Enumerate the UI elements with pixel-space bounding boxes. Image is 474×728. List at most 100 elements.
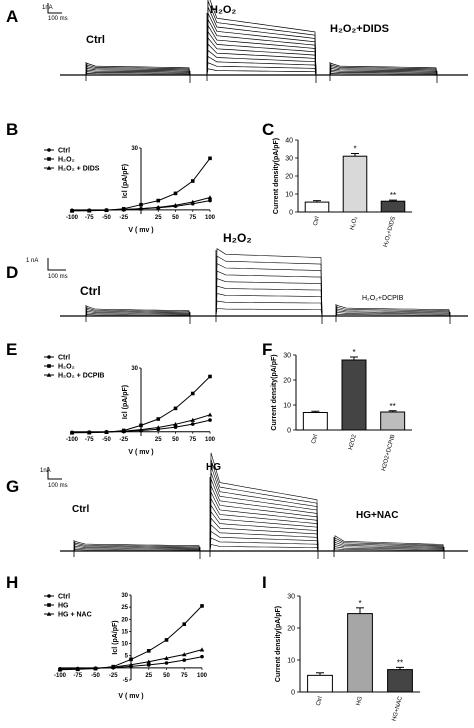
current-sweep — [209, 452, 319, 552]
y-tick-label: 30 — [287, 594, 295, 601]
data-point — [190, 391, 195, 396]
y-axis-label: Current density(pA/pF) — [273, 138, 280, 214]
data-point — [207, 412, 213, 417]
iv-curve-chart-h: -100 -75 -50 -25 25 50 75 100 -5 5 10 15 20 25 30 V ( m… — [44, 593, 208, 700]
scale-time-label: 100 ms — [48, 16, 68, 22]
legend-label: H₂O₂ — [58, 364, 75, 371]
current-sweep — [329, 66, 438, 76]
y-tick-label: 20 — [283, 378, 291, 385]
bar-chart-f: 0 10 20 30 Current density(pA/pF) Ctrl * H2O2 **… — [271, 348, 412, 472]
data-point — [104, 429, 109, 434]
y-axis-label: Current density(pA/pF) — [275, 606, 282, 682]
current-sweep — [206, 0, 317, 76]
current-sweep — [73, 541, 201, 552]
current-sweep — [209, 472, 319, 552]
bar — [307, 674, 333, 693]
y-tick-label: -5 — [123, 678, 129, 684]
current-sweep — [215, 278, 323, 317]
legend-marker — [47, 148, 51, 152]
current-sweep — [335, 312, 451, 317]
current-sweep — [215, 300, 323, 317]
category-label: HG+NAC — [392, 695, 404, 722]
bar — [302, 412, 328, 431]
bar — [347, 613, 373, 693]
y-tick-label: 0 — [289, 210, 293, 217]
current-sweep — [215, 248, 323, 317]
data-point — [139, 202, 143, 207]
data-point — [93, 666, 98, 671]
legend-label: Ctrl — [58, 148, 70, 155]
current-sweep — [73, 549, 201, 552]
current-sweep — [209, 517, 319, 552]
bar — [304, 201, 330, 213]
x-tick-label: 25 — [155, 215, 162, 221]
legend-label: Ctrl — [58, 355, 70, 362]
category-label: Ctrl — [311, 434, 319, 445]
current-sweep — [209, 485, 319, 552]
legend-marker — [47, 594, 51, 598]
trace-label-ctrl: Ctrl — [80, 284, 101, 298]
data-point — [181, 652, 187, 657]
current-sweep — [206, 24, 317, 76]
x-tick-label: -75 — [85, 437, 94, 443]
current-sweep — [209, 504, 319, 552]
current-sweep — [73, 547, 201, 552]
current-sweep — [329, 71, 438, 76]
current-sweep — [333, 535, 445, 552]
data-point — [173, 191, 178, 196]
current-sweep — [206, 36, 317, 76]
y-tick-label: 15 — [121, 629, 128, 635]
current-sweep — [85, 307, 191, 317]
x-tick-label: -25 — [109, 673, 118, 679]
data-point — [69, 208, 75, 213]
iv-curve-chart-e: -100 -75 -50 -25 25 50 75 100 30 V ( mv ) Icl (pA/… — [44, 355, 216, 456]
category-label: H2O2+DCPIB — [381, 434, 397, 472]
legend-marker — [46, 372, 52, 377]
y-tick-label: 30 — [131, 366, 138, 372]
current-sweep — [333, 541, 445, 552]
current-sweep — [329, 72, 438, 76]
data-point — [199, 647, 205, 652]
bar — [380, 411, 406, 431]
current-sweep — [333, 548, 445, 552]
significance-marker: ** — [397, 658, 403, 667]
current-trace-d — [60, 248, 468, 324]
current-sweep — [209, 478, 319, 552]
current-sweep — [215, 255, 323, 317]
data-point — [156, 198, 161, 203]
x-tick-label: -100 — [66, 437, 79, 443]
significance-marker: ** — [390, 402, 396, 411]
data-point — [128, 662, 134, 667]
data-point — [173, 422, 178, 427]
current-sweep — [85, 66, 191, 76]
current-sweep — [329, 62, 438, 76]
trace-label-ctrl: Ctrl — [86, 34, 105, 46]
x-tick-label: -25 — [119, 437, 128, 443]
current-sweep — [206, 62, 317, 76]
x-tick-label: -50 — [102, 437, 111, 443]
data-point — [182, 658, 187, 662]
significance-marker: * — [358, 599, 361, 608]
x-tick-label: 75 — [189, 215, 196, 221]
y-tick-label: 20 — [121, 617, 128, 623]
scale-current-label: 1nA — [40, 468, 51, 474]
current-sweep — [215, 270, 323, 317]
current-sweep — [209, 530, 319, 552]
data-point — [208, 374, 212, 379]
current-sweep — [85, 312, 191, 317]
data-point — [190, 422, 195, 426]
x-tick-label: -75 — [73, 673, 82, 679]
x-tick-label: 50 — [172, 437, 179, 443]
legend-label: HG — [58, 603, 69, 610]
x-tick-label: 100 — [197, 673, 208, 679]
x-axis-label: V ( mv ) — [118, 693, 143, 700]
current-sweep — [206, 0, 317, 76]
data-point — [208, 156, 212, 161]
data-point — [121, 428, 127, 433]
trace-panel-g: 1nA 100 ms Ctrl HG HG+NAC — [40, 452, 468, 559]
current-trace-a — [60, 0, 468, 83]
bar-chart-i: 0 10 20 30 Current density(pA/pF) Ctrl * HG ** HG… — [275, 594, 420, 722]
current-sweep — [209, 544, 319, 552]
significance-marker: * — [352, 348, 355, 357]
